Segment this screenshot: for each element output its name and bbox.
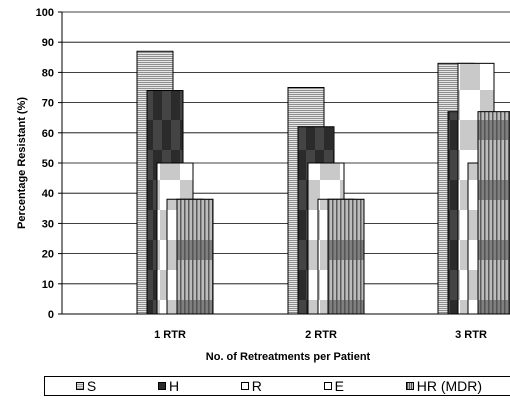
legend-swatch-s xyxy=(75,382,84,390)
y-tick-label: 60 xyxy=(42,128,54,140)
y-tick-label: 40 xyxy=(42,188,54,200)
axes xyxy=(61,12,510,315)
y-tick-label: 0 xyxy=(48,309,54,321)
legend-item-s: S xyxy=(75,378,97,394)
y-axis-title: Percentage Resistant (%) xyxy=(16,97,28,229)
y-tick-label: 70 xyxy=(42,98,54,110)
legend: S H R E HR (MDR) xyxy=(44,376,510,396)
y-tick-label: 30 xyxy=(42,218,54,230)
legend-label-h: H xyxy=(168,378,180,394)
legend-item-h: H xyxy=(157,378,180,394)
bar-hr-mdr-3-rtr xyxy=(477,111,510,315)
legend-label-hr-mdr: HR (MDR) xyxy=(416,378,483,394)
y-tick-label: 90 xyxy=(42,37,54,49)
legend-item-r: R xyxy=(240,378,262,394)
legend-label-r: R xyxy=(251,378,262,394)
legend-label-e: E xyxy=(334,378,344,394)
legend-label-s: S xyxy=(86,378,97,394)
x-tick-label: 1 RTR xyxy=(154,329,186,341)
y-tick-label: 50 xyxy=(42,158,54,170)
x-axis-ticks: 1 RTR 2 RTR 3 RTR xyxy=(154,329,487,341)
y-axis-ticks: 0 10 20 30 40 50 60 70 80 90 100 xyxy=(36,7,62,321)
legend-swatch-e xyxy=(323,382,332,390)
x-tick-label: 3 RTR xyxy=(455,329,487,341)
legend-swatch-h xyxy=(157,382,166,390)
legend-item-hr-mdr: HR (MDR) xyxy=(405,378,483,394)
legend-swatch-hr-mdr xyxy=(405,382,414,390)
legend-swatch-r xyxy=(240,382,249,390)
y-tick-label: 10 xyxy=(42,279,54,291)
legend-item-e: E xyxy=(323,378,344,394)
y-tick-label: 80 xyxy=(42,67,54,79)
bars-layer xyxy=(136,50,510,315)
y-tick-label: 20 xyxy=(42,249,54,261)
y-tick-label: 100 xyxy=(36,7,54,19)
bar-hr-mdr-1-rtr xyxy=(176,198,214,315)
x-tick-label: 2 RTR xyxy=(305,329,337,341)
x-axis-title: No. of Retreatments per Patient xyxy=(206,351,371,363)
bar-hr-mdr-2-rtr xyxy=(327,198,365,315)
